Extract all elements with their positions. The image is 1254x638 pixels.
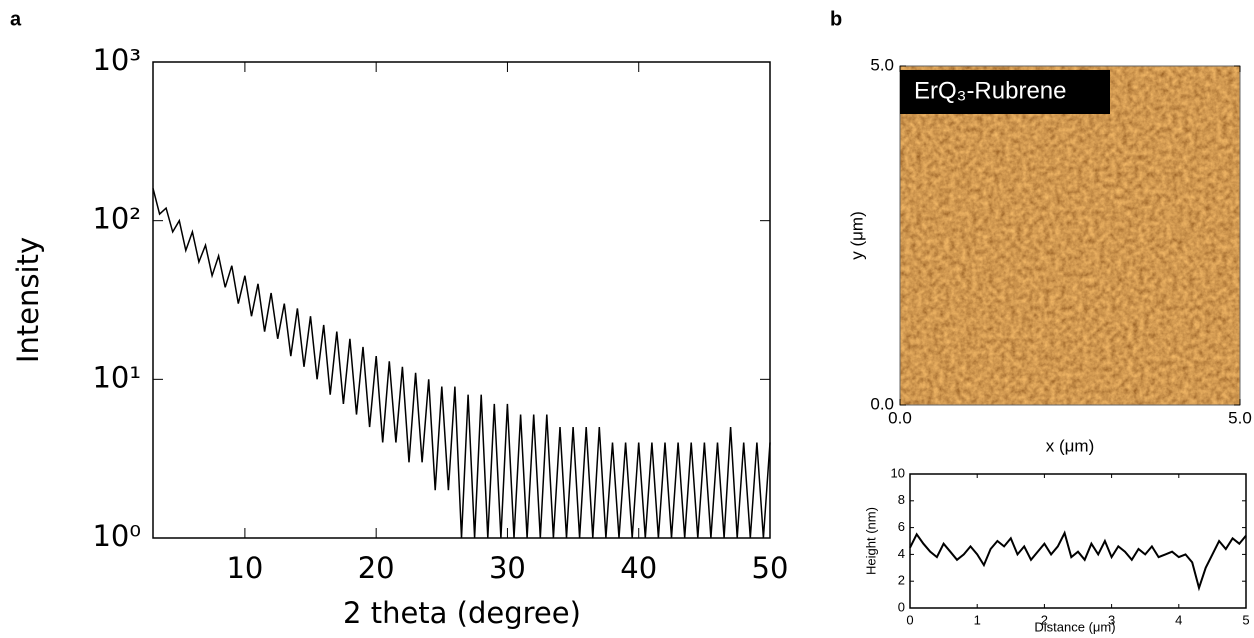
y-axis-label: y (μm) <box>847 211 866 260</box>
x-tick-label: 1 <box>974 612 981 627</box>
y-tick-label: 0.0 <box>870 394 894 413</box>
y-tick-label: 6 <box>898 519 905 534</box>
y-axis-label: Intensity <box>11 237 45 363</box>
x-axis-label: x (μm) <box>1046 436 1095 455</box>
plot-frame <box>899 65 1241 406</box>
y-axis-label: Height (nm) <box>863 507 878 575</box>
panel-label: b <box>830 8 842 30</box>
y-tick-label: 10⁰ <box>92 519 141 553</box>
x-tick-label: 0.0 <box>888 408 912 427</box>
x-tick-label: 50 <box>752 551 789 585</box>
y-tick-label: 2 <box>898 573 905 588</box>
x-tick-label: 40 <box>620 551 657 585</box>
x-tick-label: 10 <box>226 551 263 585</box>
y-tick-label: 0 <box>898 599 905 614</box>
x-tick-label: 3 <box>1108 612 1115 627</box>
y-tick-label: 10¹ <box>92 360 141 394</box>
annotation: ErQ₃-Rubrene <box>914 77 1067 104</box>
annotation-box <box>900 70 1110 114</box>
x-tick-label: 5 <box>1242 612 1249 627</box>
y-tick-label: 5.0 <box>870 55 894 74</box>
data-line <box>152 188 771 539</box>
y-tick-label: 10² <box>92 202 141 236</box>
y-tick-label: 10³ <box>92 43 141 77</box>
plot-frame <box>909 473 1247 609</box>
x-tick-label: 0 <box>906 612 913 627</box>
plot-frame <box>152 61 771 539</box>
x-tick-label: 30 <box>489 551 526 585</box>
y-tick-label: 8 <box>898 492 905 507</box>
data-line <box>909 530 1247 592</box>
x-tick-label: 2 <box>1041 612 1048 627</box>
y-tick-label: 4 <box>898 546 905 561</box>
x-tick-label: 5.0 <box>1228 408 1252 427</box>
x-axis-label: 2 theta (degree) <box>343 596 581 630</box>
y-tick-label: 10 <box>891 465 905 480</box>
x-axis-label: Distance (μm) <box>1034 619 1115 634</box>
panel-label: a <box>10 8 22 30</box>
x-tick-label: 4 <box>1175 612 1182 627</box>
x-tick-label: 20 <box>358 551 395 585</box>
afm-texture <box>900 66 1240 405</box>
